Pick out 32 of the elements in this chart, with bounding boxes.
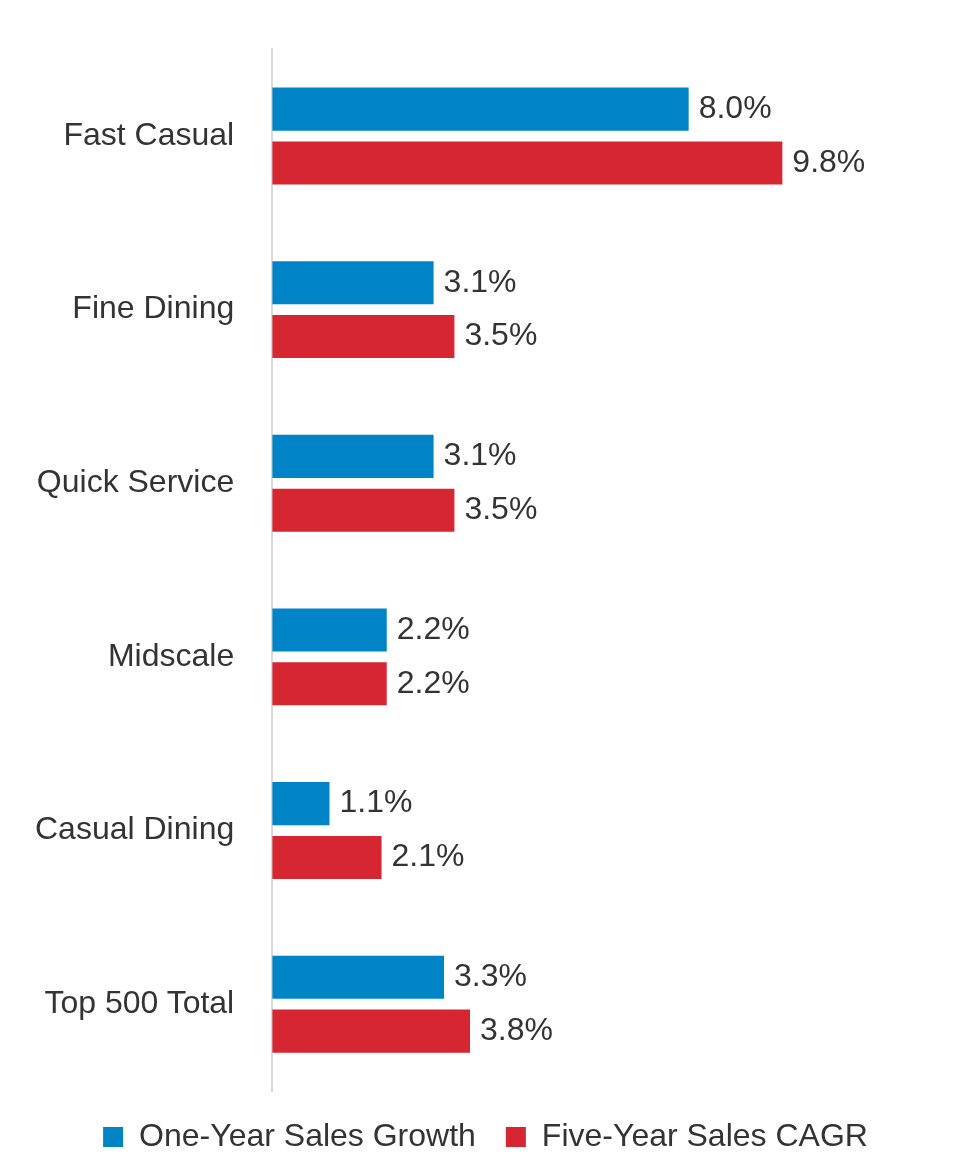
data-label: 3.5% <box>464 316 538 353</box>
bar <box>272 608 387 652</box>
bar <box>272 1009 471 1053</box>
data-label: 8.0% <box>698 88 772 125</box>
y-tick-label: Fine Dining <box>72 289 235 326</box>
data-label: 2.2% <box>396 663 470 700</box>
legend-label: Five-Year Sales CAGR <box>541 1116 868 1153</box>
bar <box>272 488 455 532</box>
data-label: 3.1% <box>443 262 517 299</box>
y-tick-label: Midscale <box>107 636 235 673</box>
bar <box>272 662 387 706</box>
data-label: 3.8% <box>480 1010 553 1047</box>
bar <box>272 782 330 826</box>
bar <box>272 955 444 999</box>
data-label: 9.8% <box>792 142 866 179</box>
y-tick-label: Top 500 Total <box>44 984 235 1021</box>
y-tick-label: Fast Casual <box>63 115 235 152</box>
data-label: 2.2% <box>396 609 470 646</box>
y-tick-label: Casual Dining <box>35 810 235 847</box>
legend-label: One-Year Sales Growth <box>139 1116 476 1153</box>
y-tick-label: Quick Service <box>36 463 235 500</box>
bar <box>272 315 455 359</box>
data-label: 3.5% <box>464 490 538 527</box>
bar <box>272 261 434 305</box>
bar <box>272 434 434 478</box>
bar <box>272 87 689 131</box>
data-label: 1.1% <box>339 783 413 820</box>
data-label: 2.1% <box>391 837 465 874</box>
bar <box>272 835 382 879</box>
bar <box>272 141 783 185</box>
data-label: 3.1% <box>443 436 517 473</box>
data-label: 3.3% <box>454 957 527 994</box>
